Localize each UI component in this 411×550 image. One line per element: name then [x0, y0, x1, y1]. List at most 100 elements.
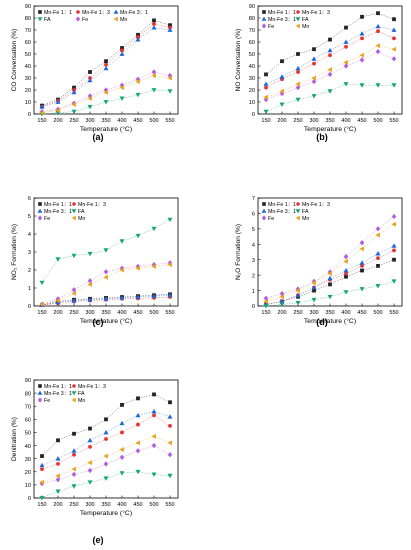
data-point	[279, 298, 285, 304]
data-point	[103, 476, 109, 481]
series-1	[264, 11, 396, 77]
x-tick-label: 500	[149, 502, 158, 508]
series-6	[39, 73, 172, 116]
x-tick-label: 500	[149, 118, 158, 124]
y-tick-label: 4	[28, 232, 31, 238]
series-line	[41, 394, 171, 457]
data-point	[72, 85, 76, 90]
legend-marker	[71, 391, 77, 396]
series-line	[41, 445, 171, 484]
series-1	[40, 392, 172, 458]
chart-panel-a: 0 10 20 30 40 50 60 70 80 90 150 200 250 300 350 400 450…	[11, 4, 179, 133]
series-4	[39, 469, 173, 501]
legend-marker	[38, 384, 42, 388]
legend-label: Fe	[268, 24, 274, 30]
data-point	[360, 263, 364, 268]
data-point	[391, 83, 397, 88]
data-point	[39, 496, 45, 501]
legend-label: FA	[44, 17, 51, 23]
data-point	[56, 462, 60, 466]
series-line	[265, 26, 395, 85]
legend-label: Mn-Fe 1：3	[78, 202, 106, 208]
x-tick-label: 550	[165, 502, 174, 508]
series-4	[39, 217, 173, 286]
data-point	[40, 454, 44, 458]
y-tick-label: 10	[25, 100, 31, 106]
y-tick-label: 80	[249, 16, 255, 22]
data-point	[119, 96, 125, 101]
legend-label: Mn-Fe 1：3	[78, 384, 106, 390]
legend-marker	[295, 209, 301, 214]
series-3	[39, 25, 173, 109]
series-line	[265, 30, 395, 88]
x-tick-label: 250	[69, 310, 78, 316]
legend-marker	[295, 215, 300, 221]
legend-marker	[261, 208, 267, 213]
data-point	[87, 281, 92, 287]
y-tick-label: 10	[249, 100, 255, 106]
legend-item: Mn	[295, 23, 309, 30]
legend-label: Mn-Fe 3：1	[44, 391, 72, 397]
data-point	[295, 288, 300, 294]
x-tick-label: 400	[117, 310, 126, 316]
data-point	[343, 82, 349, 87]
y-tick-label: 0	[252, 304, 255, 310]
x-tick-label: 500	[373, 118, 382, 124]
data-point	[327, 71, 333, 78]
legend-item: Mn-Fe 1：3	[72, 384, 106, 390]
legend-marker	[295, 23, 300, 29]
y-tick-label: 0	[28, 496, 31, 502]
data-point	[71, 290, 76, 296]
x-tick-label: 350	[101, 502, 110, 508]
x-tick-label: 350	[101, 118, 110, 124]
legend-label: Mn-Fe 1：3	[302, 10, 330, 16]
series-3	[39, 408, 173, 468]
y-tick-label: 4	[252, 242, 255, 248]
legend-item: Mn-Fe 3：1	[261, 208, 296, 215]
data-point	[279, 102, 285, 107]
data-point	[71, 253, 77, 259]
data-point	[375, 226, 381, 232]
x-tick-label: 450	[357, 310, 366, 316]
data-point	[87, 460, 92, 466]
x-tick-label: 300	[309, 310, 318, 316]
data-point	[152, 413, 156, 418]
legend-marker	[76, 10, 80, 14]
data-point	[103, 269, 109, 275]
y-axis-label: N₂O Formation (%)	[235, 224, 242, 280]
data-point	[295, 84, 301, 91]
data-point	[167, 414, 173, 419]
legend-item: Fe	[37, 215, 50, 222]
x-axis-label: Temperature (°C)	[80, 509, 132, 517]
data-point	[136, 396, 140, 401]
data-point	[72, 431, 76, 436]
data-point	[264, 72, 268, 77]
data-point	[375, 251, 381, 256]
legend-label: Mn-Fe 1：1	[44, 10, 72, 16]
y-tick-label: 2	[252, 273, 255, 279]
x-tick-label: 350	[101, 310, 110, 316]
data-point	[375, 83, 381, 88]
legend-label: Fe	[44, 398, 50, 404]
x-tick-label: 400	[341, 118, 350, 124]
data-point	[376, 263, 380, 268]
legend-item: Fe	[75, 16, 88, 23]
data-point	[135, 265, 140, 271]
data-point	[295, 81, 300, 87]
data-point	[39, 110, 44, 116]
data-point	[343, 258, 348, 264]
data-point	[344, 44, 348, 49]
y-tick-label: 60	[25, 418, 31, 424]
y-tick-label: 30	[249, 76, 255, 82]
legend-item: Mn-Fe 1：3	[72, 202, 106, 208]
series-line	[41, 262, 171, 305]
data-point	[71, 101, 76, 107]
data-point	[71, 109, 77, 115]
y-tick-label: 90	[25, 4, 31, 10]
data-point	[103, 89, 108, 95]
legend-marker	[37, 397, 43, 403]
data-point	[88, 426, 92, 431]
legend-marker	[38, 10, 42, 14]
x-tick-label: 150	[37, 118, 46, 124]
